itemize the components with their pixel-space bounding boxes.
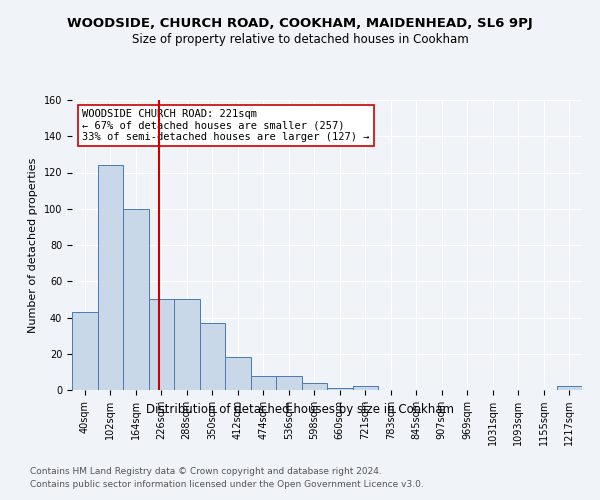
Bar (174, 300, 199, 390)
Bar (225, 358, 251, 390)
Bar (123, 209, 149, 390)
Bar (557, 386, 582, 390)
Bar (72, 312, 97, 390)
Bar (97, 165, 123, 390)
Bar (327, 388, 353, 390)
Text: Size of property relative to detached houses in Cookham: Size of property relative to detached ho… (131, 32, 469, 46)
Bar (199, 323, 225, 390)
Bar (302, 383, 327, 390)
Text: WOODSIDE CHURCH ROAD: 221sqm
← 67% of detached houses are smaller (257)
33% of s: WOODSIDE CHURCH ROAD: 221sqm ← 67% of de… (82, 108, 370, 142)
Text: Distribution of detached houses by size in Cookham: Distribution of detached houses by size … (146, 402, 454, 415)
Bar (251, 376, 276, 390)
Bar (276, 376, 302, 390)
Text: Contains HM Land Registry data © Crown copyright and database right 2024.: Contains HM Land Registry data © Crown c… (30, 468, 382, 476)
Bar (353, 386, 378, 390)
Bar (149, 300, 174, 390)
Text: WOODSIDE, CHURCH ROAD, COOKHAM, MAIDENHEAD, SL6 9PJ: WOODSIDE, CHURCH ROAD, COOKHAM, MAIDENHE… (67, 18, 533, 30)
Text: Contains public sector information licensed under the Open Government Licence v3: Contains public sector information licen… (30, 480, 424, 489)
Y-axis label: Number of detached properties: Number of detached properties (28, 158, 38, 332)
